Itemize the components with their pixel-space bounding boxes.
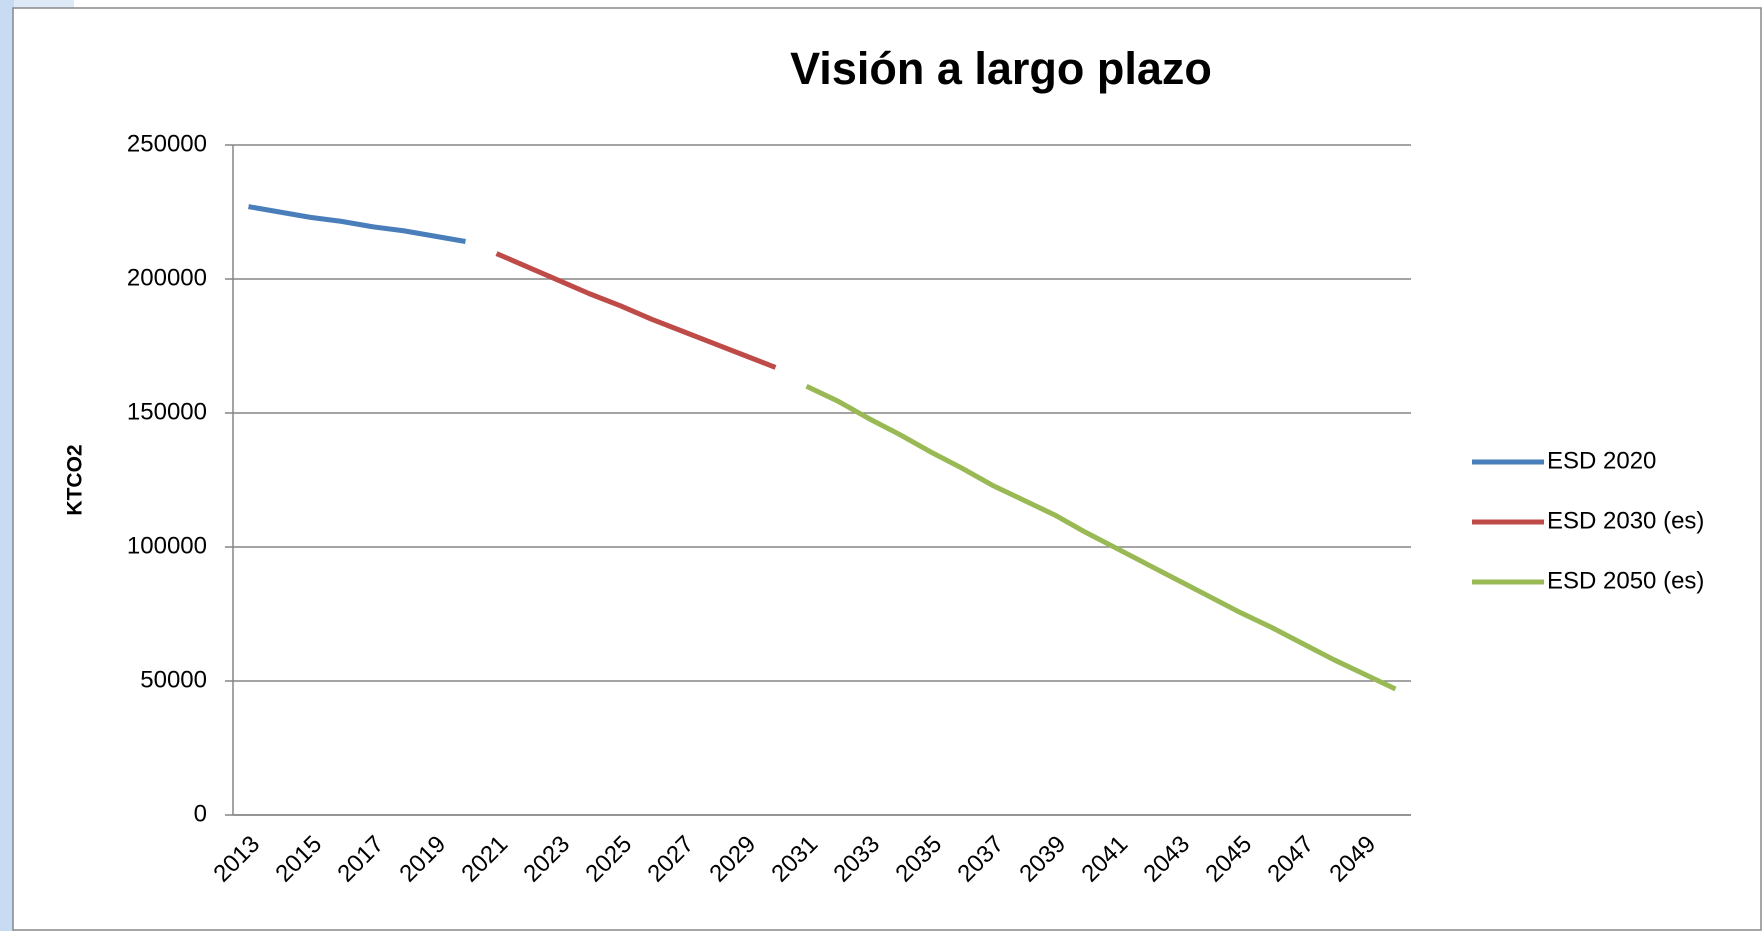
legend-label: ESD 2050 (es): [1547, 567, 1704, 594]
y-tick-label: 200000: [127, 264, 207, 291]
legend-label: ESD 2030 (es): [1547, 507, 1704, 534]
y-tick-label: 150000: [127, 398, 207, 425]
y-tick-label: 50000: [140, 666, 207, 693]
y-tick-label: 100000: [127, 532, 207, 559]
chart-title: Visión a largo plazo: [790, 43, 1212, 94]
y-axis-label: KTCO2: [64, 444, 87, 515]
chart-frame: [12, 7, 1762, 931]
series-line: [495, 251, 777, 370]
window-edge: [0, 0, 14, 931]
y-tick-label: 250000: [127, 130, 207, 157]
series-line: [805, 383, 1397, 692]
series-line: [248, 204, 466, 244]
legend-label: ESD 2020: [1547, 447, 1656, 474]
window-edge: [14, 0, 74, 8]
y-tick-label: 0: [194, 800, 207, 827]
